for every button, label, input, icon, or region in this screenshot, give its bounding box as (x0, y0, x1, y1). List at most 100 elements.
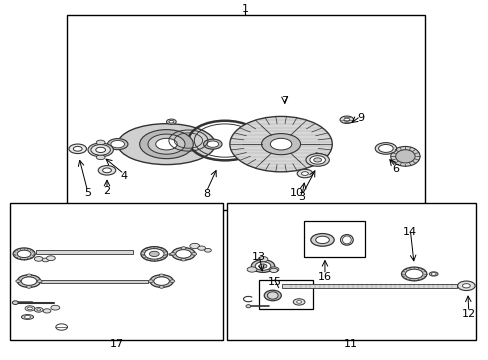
Ellipse shape (140, 130, 193, 159)
Ellipse shape (34, 307, 43, 312)
Bar (304, 221, 364, 257)
Ellipse shape (43, 309, 51, 313)
Ellipse shape (203, 139, 222, 149)
Ellipse shape (21, 315, 34, 319)
Ellipse shape (73, 147, 82, 151)
Ellipse shape (159, 274, 163, 276)
Ellipse shape (37, 280, 42, 283)
Ellipse shape (457, 281, 474, 291)
Ellipse shape (374, 143, 396, 154)
Ellipse shape (175, 249, 191, 258)
Ellipse shape (309, 156, 325, 164)
Ellipse shape (159, 285, 163, 288)
Text: 2: 2 (103, 186, 110, 197)
Ellipse shape (111, 140, 124, 148)
Ellipse shape (181, 258, 185, 261)
Ellipse shape (88, 143, 113, 157)
Ellipse shape (102, 168, 111, 173)
Ellipse shape (339, 116, 353, 123)
Ellipse shape (141, 247, 167, 261)
Ellipse shape (25, 306, 35, 311)
Ellipse shape (204, 248, 211, 252)
Ellipse shape (168, 120, 173, 123)
Ellipse shape (305, 154, 329, 166)
Text: 1: 1 (242, 4, 248, 14)
Ellipse shape (343, 118, 349, 121)
Ellipse shape (150, 275, 173, 288)
Ellipse shape (24, 315, 30, 319)
Ellipse shape (206, 141, 218, 147)
Ellipse shape (69, 144, 86, 154)
Bar (168, 253, 183, 255)
Ellipse shape (181, 247, 185, 249)
Bar (41, 280, 148, 283)
Ellipse shape (229, 116, 331, 172)
Ellipse shape (401, 267, 426, 281)
Bar (281, 284, 456, 288)
Ellipse shape (255, 262, 270, 270)
Ellipse shape (462, 284, 469, 288)
Ellipse shape (301, 172, 308, 175)
Ellipse shape (21, 277, 37, 285)
Text: 14: 14 (403, 227, 416, 237)
Ellipse shape (378, 144, 392, 152)
Ellipse shape (245, 305, 250, 308)
Ellipse shape (313, 158, 321, 162)
Ellipse shape (96, 155, 105, 159)
Text: 12: 12 (461, 310, 475, 319)
Bar (36, 250, 133, 254)
Bar (227, 203, 475, 339)
Ellipse shape (37, 309, 41, 311)
Ellipse shape (148, 134, 184, 154)
Ellipse shape (91, 145, 110, 155)
Ellipse shape (166, 119, 176, 124)
Text: 5: 5 (84, 188, 91, 198)
Text: 3: 3 (298, 192, 305, 202)
Text: 8: 8 (203, 189, 210, 199)
Ellipse shape (261, 134, 300, 155)
Ellipse shape (156, 138, 177, 150)
Ellipse shape (191, 253, 196, 255)
Ellipse shape (12, 301, 18, 305)
Text: 13: 13 (252, 252, 265, 262)
Ellipse shape (144, 249, 163, 259)
Ellipse shape (17, 275, 41, 288)
Ellipse shape (293, 299, 305, 305)
Bar (66, 15, 424, 211)
Ellipse shape (42, 258, 49, 262)
Ellipse shape (171, 248, 195, 260)
Ellipse shape (16, 280, 20, 283)
Ellipse shape (197, 246, 205, 250)
Text: 15: 15 (267, 277, 281, 287)
Ellipse shape (170, 253, 175, 255)
Ellipse shape (428, 272, 437, 276)
Text: 11: 11 (343, 339, 357, 349)
Ellipse shape (46, 256, 55, 261)
Ellipse shape (296, 301, 301, 303)
Ellipse shape (259, 264, 266, 268)
Ellipse shape (107, 139, 128, 150)
Text: 9: 9 (356, 113, 364, 123)
Ellipse shape (269, 268, 277, 273)
Ellipse shape (258, 257, 267, 262)
Ellipse shape (13, 248, 35, 260)
Ellipse shape (34, 257, 43, 261)
Ellipse shape (118, 124, 215, 165)
Ellipse shape (169, 280, 174, 283)
Text: 16: 16 (317, 272, 331, 282)
Bar (259, 280, 312, 309)
Ellipse shape (149, 251, 159, 257)
Ellipse shape (98, 166, 116, 175)
Ellipse shape (264, 290, 281, 301)
Text: 7: 7 (280, 96, 287, 106)
Text: 10: 10 (289, 188, 304, 198)
Ellipse shape (148, 280, 153, 283)
Text: 4: 4 (120, 171, 127, 181)
Ellipse shape (251, 260, 274, 273)
Ellipse shape (430, 273, 435, 275)
Ellipse shape (26, 274, 31, 276)
Ellipse shape (268, 267, 278, 272)
Ellipse shape (267, 292, 278, 299)
Bar (10, 203, 222, 339)
Ellipse shape (96, 140, 105, 145)
